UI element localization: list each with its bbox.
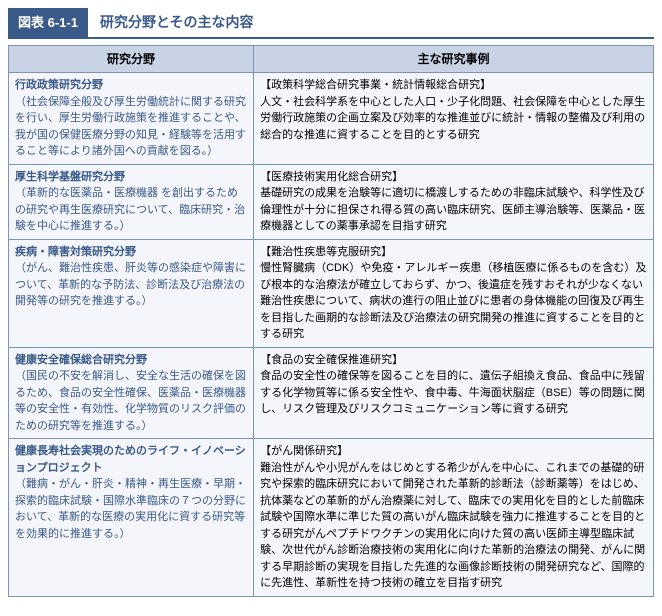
case-desc: 難治性がんや小児がんをはじめとする希少がんを中心に、これまでの基礎的研究や探索的… (260, 460, 647, 592)
case-cell: 【医療技術実用化総合研究】基礎研究の成果を治験等に適切に橋渡しするための非臨床試… (254, 164, 654, 239)
field-title: 健康長寿社会実現のためのライフ・イノベーションプロジェクト (15, 443, 247, 476)
field-title: 疾病・障害対策研究分野 (15, 244, 247, 261)
case-title: 【医療技術実用化総合研究】 (260, 169, 647, 186)
table-row: 疾病・障害対策研究分野（がん、難治性疾患、肝炎等の感染症や障害について、革新的な… (9, 239, 654, 347)
field-cell: 健康長寿社会実現のためのライフ・イノベーションプロジェクト（難病・がん・肝炎・精… (9, 439, 254, 597)
field-title: 健康安全確保総合研究分野 (15, 352, 247, 369)
field-cell: 健康安全確保総合研究分野（国民の不安を解消し、安全な生活の確保を図るため、食品の… (9, 347, 254, 439)
case-cell: 【食品の安全確保推進研究】食品の安全性の確保等を図ることを目的に、遺伝子組換え食… (254, 347, 654, 439)
figure-tag: 図表 6-1-1 (8, 8, 88, 37)
case-desc: 人文・社会科学系を中心とした人口・少子化問題、社会保障を中心とした厚生労働行政施… (260, 94, 647, 144)
field-title: 行政政策研究分野 (15, 77, 247, 94)
case-cell: 【難治性疾患等克服研究】慢性腎臓病（CDK）や免疫・アレルギー疾患（移植医療に係… (254, 239, 654, 347)
case-desc: 食品の安全性の確保等を図ることを目的に、遺伝子組換え食品、食品中に残留する化学物… (260, 368, 647, 418)
table-header-row: 研究分野 主な研究事例 (9, 46, 654, 73)
field-desc: （社会保障全般及び厚生労働統計に関する研究を行い、厚生労働行政施策を推進すること… (15, 94, 247, 160)
case-title: 【がん関係研究】 (260, 443, 647, 460)
table-row: 健康安全確保総合研究分野（国民の不安を解消し、安全な生活の確保を図るため、食品の… (9, 347, 654, 439)
case-title: 【食品の安全確保推進研究】 (260, 352, 647, 369)
table-row: 健康長寿社会実現のためのライフ・イノベーションプロジェクト（難病・がん・肝炎・精… (9, 439, 654, 597)
case-cell: 【がん関係研究】難治性がんや小児がんをはじめとする希少がんを中心に、これまでの基… (254, 439, 654, 597)
figure-title-bar: 図表 6-1-1 研究分野とその主な内容 (8, 8, 654, 39)
case-desc: 慢性腎臓病（CDK）や免疫・アレルギー疾患（移植医療に係るものを含む）及び根本的… (260, 260, 647, 343)
case-title: 【政策科学総合研究事業・統計情報総合研究】 (260, 77, 647, 94)
field-desc: （革新的な医薬品・医療機器 を創出するための研究や再生医療研究について、臨床研究… (15, 185, 247, 235)
case-desc: 基礎研究の成果を治験等に適切に橋渡しするための非臨床試験や、科学性及び倫理性が十… (260, 185, 647, 235)
case-cell: 【政策科学総合研究事業・統計情報総合研究】人文・社会科学系を中心とした人口・少子… (254, 73, 654, 165)
table-row: 行政政策研究分野（社会保障全般及び厚生労働統計に関する研究を行い、厚生労働行政施… (9, 73, 654, 165)
table-row: 厚生科学基盤研究分野（革新的な医薬品・医療機器 を創出するための研究や再生医療研… (9, 164, 654, 239)
field-desc: （がん、難治性疾患、肝炎等の感染症や障害について、革新的な予防法、診断法及び治療… (15, 260, 247, 310)
field-cell: 厚生科学基盤研究分野（革新的な医薬品・医療機器 を創出するための研究や再生医療研… (9, 164, 254, 239)
field-cell: 疾病・障害対策研究分野（がん、難治性疾患、肝炎等の感染症や障害について、革新的な… (9, 239, 254, 347)
field-title: 厚生科学基盤研究分野 (15, 169, 247, 186)
field-desc: （難病・がん・肝炎・精神・再生医療・早期・探索的臨床試験・国際水準臨床の７つの分… (15, 476, 247, 542)
col-header-cases: 主な研究事例 (254, 46, 654, 73)
field-cell: 行政政策研究分野（社会保障全般及び厚生労働統計に関する研究を行い、厚生労働行政施… (9, 73, 254, 165)
col-header-field: 研究分野 (9, 46, 254, 73)
research-fields-table: 研究分野 主な研究事例 行政政策研究分野（社会保障全般及び厚生労働統計に関する研… (8, 45, 654, 597)
figure-title: 研究分野とその主な内容 (88, 8, 266, 37)
field-desc: （国民の不安を解消し、安全な生活の確保を図るため、食品の安全性確保、医薬品・医療… (15, 368, 247, 434)
case-title: 【難治性疾患等克服研究】 (260, 244, 647, 261)
